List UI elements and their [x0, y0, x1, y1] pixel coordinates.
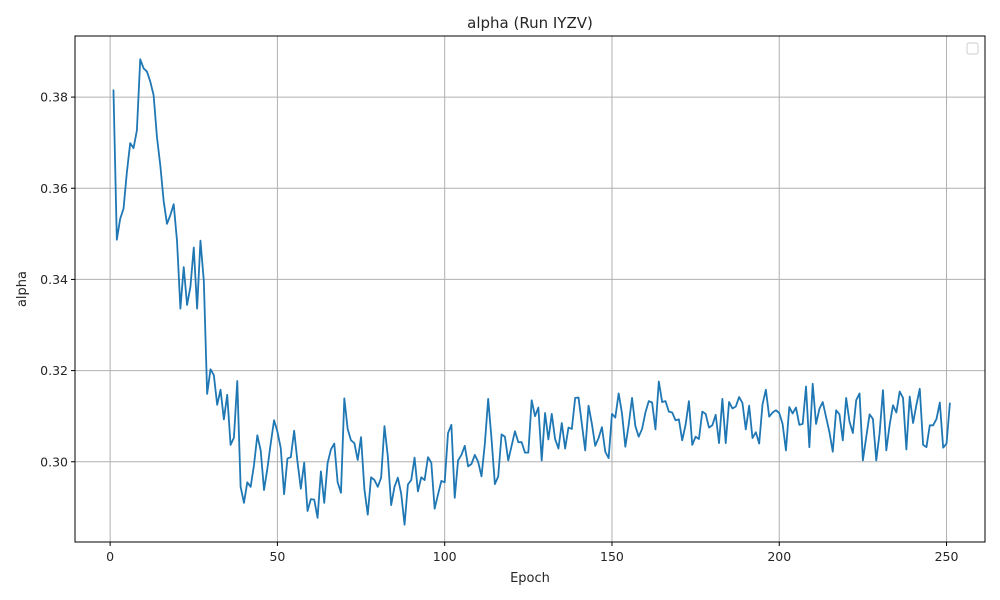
y-tick-label: 0.30 — [40, 454, 68, 469]
y-axis-label: alpha — [15, 271, 30, 307]
series-lines — [112, 58, 951, 526]
x-axis-label: Epoch — [510, 571, 550, 586]
x-tick-label: 250 — [935, 549, 959, 564]
y-tick-label: 0.34 — [40, 272, 68, 287]
y-tick-label: 0.38 — [40, 90, 68, 105]
series-line — [112, 58, 951, 526]
x-tick-label: 0 — [106, 549, 114, 564]
x-tick-label: 100 — [433, 549, 457, 564]
grid — [75, 36, 985, 542]
x-tick-label: 150 — [600, 549, 624, 564]
x-tick-label: 200 — [767, 549, 791, 564]
y-tick-label: 0.36 — [40, 181, 68, 196]
plot-frame — [74, 35, 986, 543]
legend-box — [966, 42, 979, 55]
y-tick-label: 0.32 — [40, 363, 68, 378]
axes-frame — [74, 35, 986, 543]
chart-title: alpha (Run IYZV) — [467, 14, 593, 32]
x-tick-label: 50 — [269, 549, 285, 564]
ticks: 0 50 100 150 200 250 0.30 0.32 0.34 0.36 0.38 — [40, 90, 958, 564]
